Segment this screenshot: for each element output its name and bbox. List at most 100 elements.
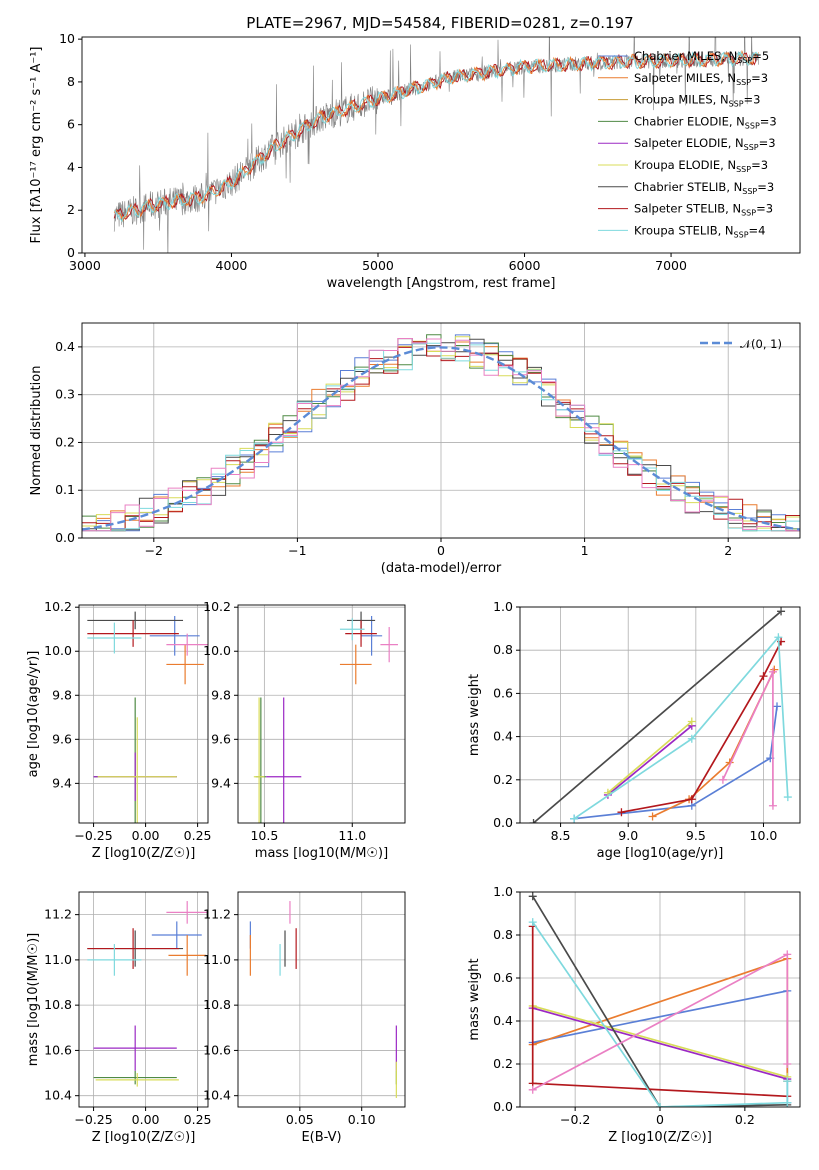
weight-point-marker xyxy=(718,775,727,784)
x-tick-label: 0.2 xyxy=(735,1112,755,1127)
y-tick-label: 0.1 xyxy=(55,482,75,497)
weight-point-marker xyxy=(570,814,579,823)
x-axis-label: Z [log10(Z/Z☉)] xyxy=(92,1130,196,1145)
plot-area xyxy=(528,892,792,1107)
x-axis-label: wavelength [Angstrom, rest frame] xyxy=(327,276,556,291)
y-axis-label: mass weight xyxy=(467,674,482,756)
y-tick-label: 9.6 xyxy=(211,731,231,746)
gaussian-curve xyxy=(82,346,800,531)
y-tick-label: 4 xyxy=(67,159,75,174)
legend-entry: 𝒩(0, 1) xyxy=(740,337,782,351)
x-tick-label: 0.10 xyxy=(348,1112,376,1127)
axes-frame xyxy=(519,606,801,824)
x-tick-label: 10.5 xyxy=(250,828,278,843)
weight-point-marker xyxy=(783,1098,792,1107)
x-tick-label: 2 xyxy=(724,543,732,558)
plot-area xyxy=(87,611,208,823)
y-tick-label: 9.8 xyxy=(52,687,72,702)
y-tick-label: 0.2 xyxy=(493,1056,513,1071)
y-tick-label: 0.3 xyxy=(55,387,75,402)
spectrum-legend: Chabrier MILES, NSSP=5 Salpeter MILES, NS… xyxy=(598,49,777,239)
axes-frame xyxy=(237,891,406,1108)
weight-point-marker xyxy=(773,702,782,711)
weight-point-marker xyxy=(656,1103,664,1107)
legend-entry: Chabrier MILES, NSSP=5 xyxy=(634,49,769,65)
y-tick-label: 10.8 xyxy=(44,997,72,1012)
x-axis-label: mass [log10(M/M☉)] xyxy=(255,846,388,861)
weight-series-line xyxy=(531,895,788,1107)
y-tick-label: 0 xyxy=(67,245,75,260)
weight-series-line xyxy=(532,1007,788,1080)
weight-point-marker xyxy=(774,633,783,642)
axes-frame xyxy=(78,604,209,824)
x-tick-label: −0.2 xyxy=(560,1112,590,1127)
y-tick-label: 11.2 xyxy=(203,907,231,922)
weight-point-marker xyxy=(529,819,538,823)
weight-series-line xyxy=(607,725,693,796)
y-tick-label: 10.2 xyxy=(203,599,231,614)
y-tick-label: 0.6 xyxy=(493,970,513,985)
legend-entry: Salpeter MILES, NSSP=3 xyxy=(634,71,768,87)
x-tick-label: 7000 xyxy=(655,258,687,273)
x-tick-label: 4000 xyxy=(216,258,248,273)
y-tick-label: 1.0 xyxy=(493,599,513,614)
y-tick-label: 10.8 xyxy=(203,997,231,1012)
x-axis-label: (data-model)/error xyxy=(381,561,502,576)
plot-area xyxy=(529,607,792,823)
weight-point-marker xyxy=(783,1060,792,1068)
y-tick-label: 10 xyxy=(59,31,75,46)
y-tick-label: 11.0 xyxy=(203,952,231,967)
legend-entry: Chabrier ELODIE, NSSP=3 xyxy=(634,114,777,130)
y-axis-label: Flux [fλ10⁻¹⁷ erg cm⁻² s⁻¹ A⁻¹] xyxy=(29,47,44,244)
x-tick-label: 0 xyxy=(437,543,445,558)
x-tick-label: 8.5 xyxy=(551,828,571,843)
y-tick-label: 9.8 xyxy=(211,687,231,702)
panel-8: −0.2 0 0.2 0.0 0.2 0.4 0.6 0.8 1.0 Z [log10(Z/Z☉)… xyxy=(467,884,801,1145)
x-tick-label: 0.05 xyxy=(286,1112,314,1127)
x-tick-label: 1 xyxy=(581,543,589,558)
y-tick-label: 9.4 xyxy=(52,775,72,790)
y-tick-label: 10.6 xyxy=(44,1042,72,1057)
x-tick-label: −2 xyxy=(145,543,163,558)
weight-point-marker xyxy=(759,672,768,681)
y-tick-label: 0.0 xyxy=(493,1099,513,1114)
weight-series-line xyxy=(607,720,693,794)
y-tick-label: 0.6 xyxy=(493,685,513,700)
weight-series-line xyxy=(621,641,782,814)
spectrum-model-line xyxy=(113,49,760,223)
y-tick-label: 10.2 xyxy=(44,599,72,614)
legend-entry: Kroupa MILES, NSSP=3 xyxy=(634,93,760,109)
x-axis-label: E(B-V) xyxy=(301,1130,341,1145)
y-tick-label: 0.0 xyxy=(493,815,513,830)
x-tick-label: −1 xyxy=(288,543,306,558)
x-tick-label: 5000 xyxy=(362,258,394,273)
y-tick-label: 10.4 xyxy=(44,1088,72,1103)
x-tick-label: 0.00 xyxy=(132,1112,160,1127)
x-axis-label: Z [log10(Z/Z☉)] xyxy=(608,1130,712,1145)
y-axis-label: mass [log10(M/M☉)] xyxy=(26,933,41,1066)
y-tick-label: 9.6 xyxy=(52,731,72,746)
x-tick-label: 10.0 xyxy=(750,828,778,843)
panel-2: −2 −1 0 1 2 0.0 0.1 0.2 0.3 0.4 (data-model)/error… xyxy=(29,322,801,576)
x-tick-label: 9.5 xyxy=(686,828,706,843)
y-tick-label: 10.4 xyxy=(203,1088,231,1103)
y-axis-label: Normed distribution xyxy=(29,366,44,496)
weight-series-line xyxy=(531,921,789,1107)
x-tick-label: 6000 xyxy=(509,258,541,273)
y-tick-label: 9.4 xyxy=(211,775,231,790)
axes-frame xyxy=(78,891,209,1108)
legend-entry: Salpeter STELIB, NSSP=3 xyxy=(634,202,773,218)
plot-area xyxy=(113,37,760,253)
x-tick-label: 0.25 xyxy=(184,1112,212,1127)
y-tick-label: 0.4 xyxy=(55,339,75,354)
y-axis-label: mass weight xyxy=(467,958,482,1040)
weight-point-marker xyxy=(528,1085,537,1094)
x-axis-label: Z [log10(Z/Z☉)] xyxy=(92,846,196,861)
x-tick-label: 0.00 xyxy=(132,828,160,843)
y-tick-label: 0.8 xyxy=(493,927,513,942)
weight-series-line xyxy=(532,610,782,823)
x-tick-label: 0.25 xyxy=(184,828,212,843)
y-tick-label: 2 xyxy=(67,202,75,217)
